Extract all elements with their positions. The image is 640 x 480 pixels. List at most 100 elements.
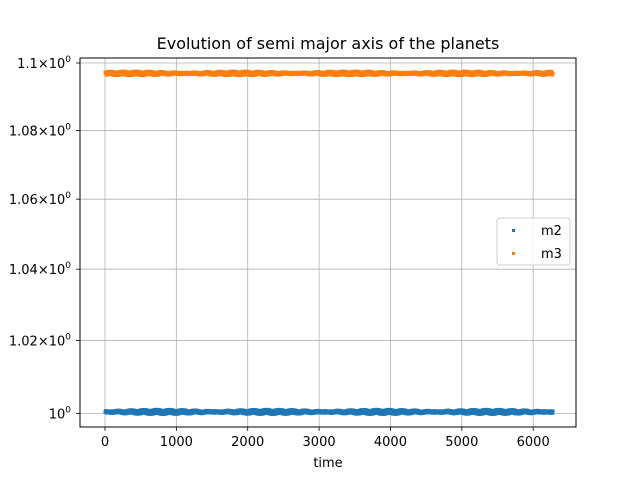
data-point [450, 69, 454, 73]
data-point [374, 73, 378, 77]
y-tick-label: 1.02×100 [9, 333, 71, 350]
data-point [134, 69, 138, 73]
data-point [522, 408, 526, 412]
data-point [540, 73, 544, 77]
data-point [131, 69, 135, 73]
data-point [491, 412, 495, 416]
data-point [239, 74, 243, 78]
data-point [480, 73, 484, 77]
data-point [342, 412, 346, 416]
data-point [112, 73, 116, 77]
y-tick-label: 1.1×100 [17, 55, 71, 72]
data-point [393, 412, 397, 416]
data-point [528, 73, 532, 77]
data-point [396, 408, 400, 412]
data-point [431, 73, 435, 77]
data-point [180, 408, 184, 412]
data-point [471, 74, 475, 78]
data-point [479, 412, 483, 416]
data-point [231, 69, 235, 73]
legend: m2 m3 [496, 217, 571, 266]
data-point [191, 408, 195, 412]
data-point [427, 70, 431, 74]
data-point [260, 73, 264, 77]
data-point [238, 408, 242, 412]
data-point [254, 412, 258, 416]
data-point [264, 407, 268, 411]
data-point [164, 412, 168, 416]
data-point [369, 73, 373, 77]
data-point [242, 412, 246, 416]
data-point [245, 412, 249, 416]
data-point [246, 69, 250, 73]
data-point [524, 408, 528, 412]
data-point [277, 407, 281, 411]
data-point [366, 412, 370, 416]
data-point [252, 407, 256, 411]
data-point [199, 73, 203, 77]
data-point [387, 407, 391, 411]
data-point [150, 73, 154, 77]
data-point [148, 69, 152, 73]
data-point [551, 409, 555, 413]
data-point [218, 69, 222, 73]
data-point [138, 73, 142, 77]
data-point [299, 412, 303, 416]
data-point [353, 69, 357, 73]
data-point [364, 69, 368, 73]
data-point [129, 74, 133, 78]
data-point [477, 412, 481, 416]
data-point [265, 73, 269, 77]
data-point [317, 70, 321, 74]
data-point [145, 408, 149, 412]
data-point [324, 73, 328, 77]
data-point [533, 70, 537, 74]
data-point [534, 408, 538, 412]
data-point [340, 69, 344, 73]
data-point [451, 412, 455, 416]
data-point [405, 412, 409, 416]
data-point [160, 69, 164, 73]
data-point [106, 69, 110, 73]
data-point [347, 408, 351, 412]
data-point [315, 408, 319, 412]
data-point [211, 73, 215, 77]
data-point [550, 73, 554, 77]
data-point [242, 408, 246, 412]
data-point [183, 408, 187, 412]
data-point [359, 408, 363, 412]
data-point [110, 69, 113, 73]
data-point [230, 412, 234, 416]
legend-box [496, 217, 571, 266]
legend-marker-m2 [512, 229, 515, 232]
data-point [492, 412, 496, 416]
data-point [417, 412, 421, 416]
data-point [371, 73, 375, 77]
data-point [189, 412, 193, 416]
data-point [422, 70, 426, 74]
data-point [274, 73, 278, 77]
data-point [490, 69, 494, 73]
data-point [461, 69, 465, 73]
x-tick-label: 1000 [160, 435, 193, 450]
data-point [340, 412, 344, 416]
data-point [163, 412, 167, 416]
data-point [503, 412, 507, 416]
data-point [253, 70, 257, 73]
data-point [488, 412, 492, 416]
data-point [273, 408, 277, 412]
data-point [157, 408, 161, 412]
data-point [285, 412, 289, 416]
data-point [444, 408, 448, 412]
data-point [352, 69, 356, 73]
data-point [360, 74, 364, 78]
data-point [187, 412, 191, 416]
data-point [140, 408, 144, 412]
data-point [165, 408, 169, 412]
data-point [460, 73, 464, 77]
data-point [139, 74, 143, 78]
data-point [261, 408, 265, 412]
data-point [376, 70, 380, 74]
data-point [438, 69, 442, 73]
data-point [236, 74, 240, 78]
